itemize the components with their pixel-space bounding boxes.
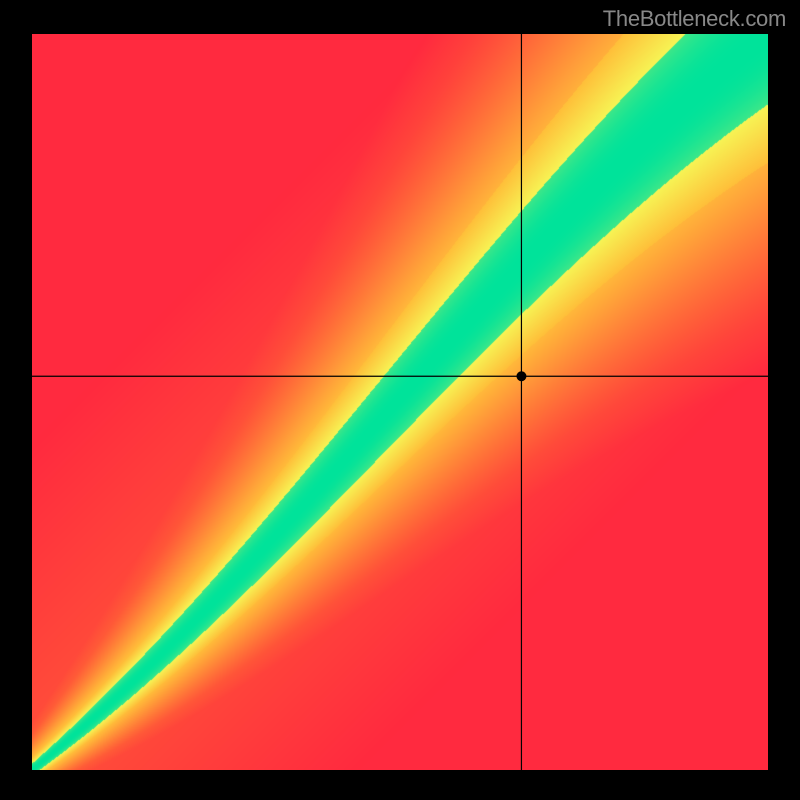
watermark-text: TheBottleneck.com <box>603 6 786 32</box>
bottleneck-heatmap <box>32 34 768 770</box>
heatmap-canvas <box>32 34 768 770</box>
